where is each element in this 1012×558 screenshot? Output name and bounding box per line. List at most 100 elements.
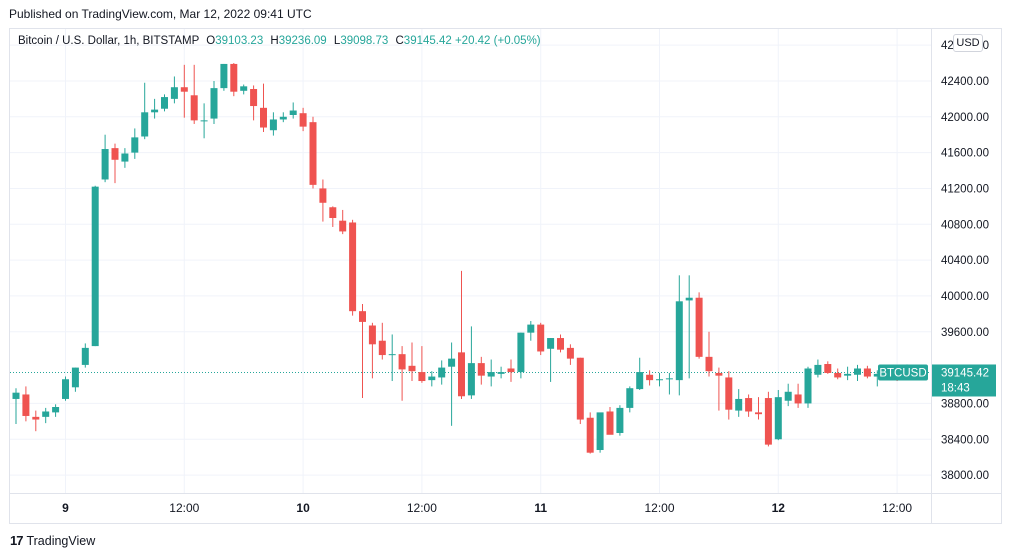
candle-body xyxy=(606,411,614,435)
candle-body xyxy=(725,377,733,410)
candle-body xyxy=(824,364,832,373)
symbol-tag xyxy=(878,364,928,381)
open-value: 39103.23 xyxy=(215,35,264,47)
candle-body xyxy=(131,137,139,153)
candle-body xyxy=(200,120,208,122)
candle-body xyxy=(745,398,753,412)
candle-body xyxy=(487,372,495,377)
candle-body xyxy=(774,397,782,440)
tradingview-logo-icon: 17 xyxy=(10,533,24,548)
y-tick-label: 40800.00 xyxy=(941,219,989,231)
low-value: 39098.73 xyxy=(340,35,389,47)
candle-body xyxy=(527,324,535,333)
candle-body xyxy=(220,63,228,89)
candle-body xyxy=(557,338,564,350)
candle-body xyxy=(71,367,79,388)
candle-body xyxy=(873,373,881,377)
candlestick-chart[interactable]: 42800.0042400.0042000.0041600.0041200.00… xyxy=(10,29,1001,523)
candle-body xyxy=(438,367,446,378)
candle-body xyxy=(180,87,188,92)
candle-body xyxy=(418,372,426,382)
candle-body xyxy=(289,110,297,115)
candle-body xyxy=(507,368,515,373)
candle-body xyxy=(269,119,277,131)
candle-body xyxy=(101,149,109,180)
candle-body xyxy=(349,222,357,312)
candle-body xyxy=(190,95,198,121)
y-tick-label: 38000.00 xyxy=(941,470,989,482)
open-label: O xyxy=(206,35,216,47)
candle-body xyxy=(428,376,436,381)
candle-body xyxy=(576,357,584,420)
y-tick-label: 42400.00 xyxy=(941,76,989,88)
candle-body xyxy=(586,417,594,453)
candle-body xyxy=(863,368,871,377)
x-tick-label: 9 xyxy=(62,501,69,515)
x-tick-label: 12:00 xyxy=(407,501,437,515)
candle-body xyxy=(547,338,555,349)
y-tick-label: 38400.00 xyxy=(941,434,989,446)
candle-body xyxy=(62,379,69,399)
x-tick-label: 11 xyxy=(534,501,547,515)
candle-body xyxy=(685,297,693,301)
chart-frame xyxy=(9,28,1002,524)
candle-body xyxy=(339,220,347,232)
close-value: 39145.42 +20.42 (+0.05%) xyxy=(403,35,541,47)
high-value: 39236.09 xyxy=(278,35,327,47)
candle-body xyxy=(42,411,50,417)
candle-body xyxy=(715,372,723,376)
candle-body xyxy=(12,392,20,399)
candle-body xyxy=(834,372,842,378)
x-tick-label: 10 xyxy=(296,501,310,515)
currency-button[interactable]: USD xyxy=(953,34,983,52)
x-tick-label: 12:00 xyxy=(169,501,199,515)
candle-body xyxy=(52,407,60,413)
candle-body xyxy=(646,374,654,381)
candle-body xyxy=(794,394,802,404)
candle-body xyxy=(111,148,119,160)
candle-body xyxy=(22,394,30,416)
high-label: H xyxy=(270,35,279,47)
candle-body xyxy=(665,378,673,380)
candle-body xyxy=(91,186,99,347)
candle-body xyxy=(448,358,456,367)
candle-body xyxy=(656,379,663,381)
candle-body xyxy=(279,116,287,120)
candle-body xyxy=(497,372,505,374)
candle-body xyxy=(359,311,366,322)
candle-body xyxy=(121,153,129,162)
candle-body xyxy=(240,86,248,91)
symbol-tag-label: BTCUSD xyxy=(879,367,926,379)
y-tick-label: 38800.00 xyxy=(941,398,989,410)
candle-body xyxy=(329,207,337,219)
candle-body xyxy=(814,364,822,375)
candle-body xyxy=(764,398,772,445)
candle-body xyxy=(368,325,376,345)
price-tag-value: 39145.42 xyxy=(941,367,989,379)
candle-body xyxy=(151,109,159,113)
y-tick-label: 40400.00 xyxy=(941,255,989,267)
candle-body xyxy=(517,332,525,373)
candle-body xyxy=(755,412,762,415)
x-tick-label: 12 xyxy=(772,501,786,515)
candle-body xyxy=(210,88,218,119)
published-caption: Published on TradingView.com, Mar 12, 20… xyxy=(9,7,312,21)
close-label: C xyxy=(395,35,404,47)
candle-body xyxy=(250,89,258,107)
y-tick-label: 39600.00 xyxy=(941,327,989,339)
candle-body xyxy=(299,113,307,127)
candle-body xyxy=(319,188,327,203)
y-tick-label: 42000.00 xyxy=(941,112,989,124)
candle-body xyxy=(378,340,386,356)
candle-body xyxy=(596,412,604,451)
y-tick-label: 40000.00 xyxy=(941,291,989,303)
candle-body xyxy=(309,122,317,185)
candle-body xyxy=(626,388,634,408)
x-tick-label: 12:00 xyxy=(644,501,674,515)
candle-body xyxy=(804,368,812,404)
candle-body xyxy=(141,112,149,137)
symbol-legend: Bitcoin / U.S. Dollar, 1h, BITSTAMP O391… xyxy=(18,35,541,47)
y-tick-label: 41200.00 xyxy=(941,183,989,195)
footer-brand: TradingView xyxy=(26,533,96,548)
candle-body xyxy=(161,97,168,109)
